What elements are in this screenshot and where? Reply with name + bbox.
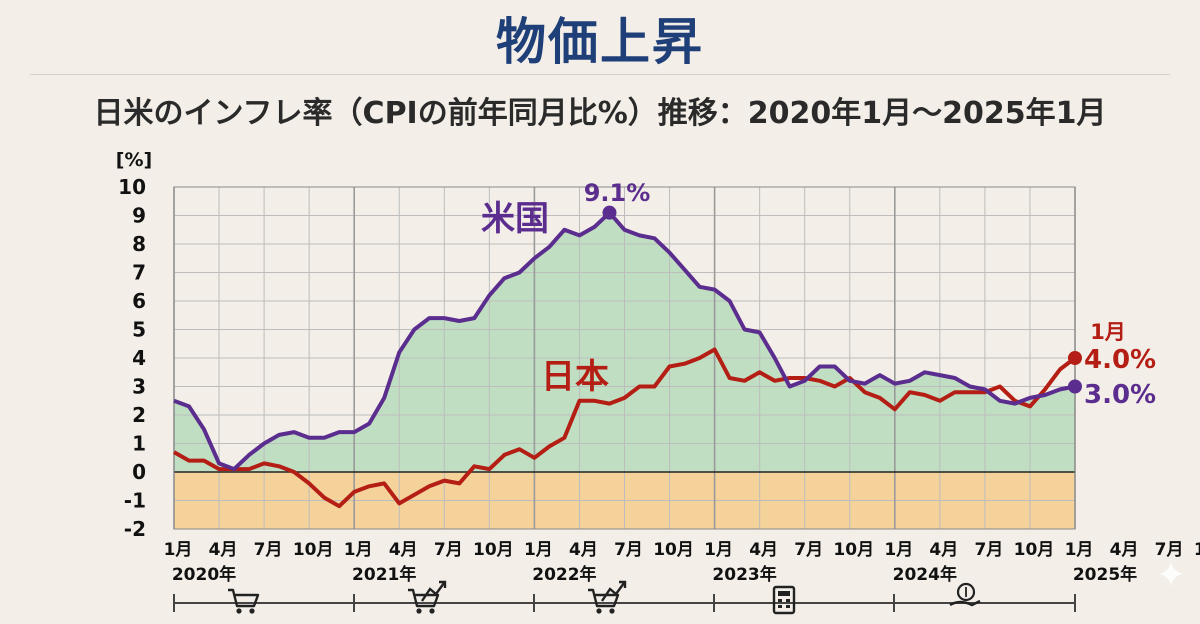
- y-tick-label: 0: [132, 460, 146, 484]
- x-year-label: 2021年: [352, 564, 416, 585]
- x-tick-label: 10月: [1194, 540, 1200, 560]
- x-tick-label: 1月: [884, 540, 913, 560]
- label-latest-month: 1月: [1090, 320, 1126, 344]
- y-tick-label: 6: [132, 289, 146, 313]
- y-tick-label: 10: [118, 175, 146, 199]
- x-tick-label: 1月: [344, 540, 373, 560]
- marker-japan-latest: [1068, 351, 1082, 365]
- x-year-label: 2022年: [532, 564, 596, 585]
- data-markers: [602, 205, 1082, 394]
- x-tick-label: 4月: [749, 540, 778, 560]
- x-tick-label: 7月: [434, 540, 463, 560]
- x-tick-label: 4月: [569, 540, 598, 560]
- cart-up-icon: [408, 580, 447, 614]
- x-tick-label: 10月: [833, 540, 874, 560]
- y-tick-label: 1: [132, 432, 146, 456]
- y-tick-label: 4: [132, 346, 146, 370]
- cart-up-icon: [588, 580, 627, 614]
- x-tick-label: 4月: [209, 540, 238, 560]
- label-us: 米国: [481, 199, 549, 239]
- calculator-icon: [772, 585, 796, 615]
- x-tick-label: 4月: [929, 540, 958, 560]
- series-line-us: [173, 210, 1076, 472]
- title-divider: [30, 74, 1170, 75]
- marker-us-latest: [1068, 379, 1082, 394]
- label-japan-latest-value: 4.0%: [1084, 345, 1156, 375]
- x-year-label: 2024年: [893, 564, 957, 585]
- x-tick-label: 1月: [524, 540, 553, 560]
- x-year-label: 2025年: [1073, 564, 1137, 585]
- x-year-label: 2023年: [712, 564, 776, 585]
- x-year-label: 2020年: [172, 564, 236, 585]
- y-tick-label: 3: [132, 375, 146, 399]
- x-tick-label: 1月: [164, 540, 193, 560]
- marker-us-peak: [602, 205, 617, 220]
- x-tick-label: 7月: [974, 540, 1003, 560]
- chart-subtitle: 日米のインフレ率（CPIの前年同月比%）推移：2020年1月〜2025年1月: [93, 96, 1107, 131]
- y-tick-label: 9: [132, 204, 146, 228]
- sparkle-icon: ✦: [1155, 555, 1186, 596]
- page-title: 物価上昇: [496, 13, 704, 71]
- y-tick-label: 5: [132, 318, 146, 342]
- x-tick-label: 10月: [473, 540, 514, 560]
- x-tick-label: 1月: [704, 540, 733, 560]
- y-tick-label: -1: [124, 489, 146, 513]
- label-us-peak-value: 9.1%: [584, 179, 651, 207]
- x-tick-label: 7月: [794, 540, 823, 560]
- x-tick-label: 4月: [389, 540, 418, 560]
- y-tick-label: 8: [132, 232, 146, 256]
- label-japan: 日本: [541, 357, 609, 397]
- x-tick-label: 7月: [1155, 540, 1184, 560]
- x-tick-label: 7月: [614, 540, 643, 560]
- x-axis: 1月 4月 7月 10月 1月 4月 7月 10月 1月 4月 7月 10月 1月 4月 7月 10月 1月 4月…: [164, 540, 1200, 585]
- x-tick-label: 4月: [1110, 540, 1139, 560]
- x-tick-label: 10月: [1014, 540, 1055, 560]
- y-tick-label: -2: [124, 517, 146, 541]
- label-us-latest-value: 3.0%: [1084, 380, 1156, 410]
- grid: [173, 186, 1076, 530]
- x-tick-label: 10月: [653, 540, 694, 560]
- y-axis-unit: [%]: [116, 149, 152, 171]
- timeline-strip: [173, 580, 1076, 615]
- x-tick-label: 1月: [1065, 540, 1094, 560]
- money-hand-icon: [949, 582, 981, 607]
- y-tick-label: 2: [132, 403, 146, 427]
- x-tick-label: 7月: [254, 540, 283, 560]
- x-tick-label: 10月: [293, 540, 334, 560]
- y-tick-label: 7: [132, 261, 146, 285]
- cart-icon: [228, 588, 260, 614]
- series-line-japan: [173, 347, 1077, 509]
